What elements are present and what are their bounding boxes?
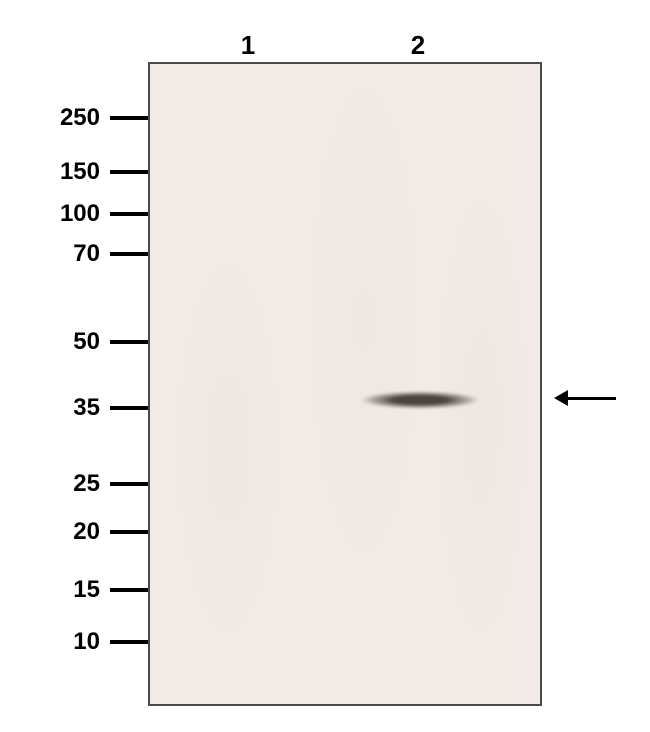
mw-tick [110,340,148,344]
protein-band [360,391,480,409]
mw-tick [110,212,148,216]
arrow-line [568,397,616,400]
mw-tick [110,640,148,644]
bands-container [150,64,540,704]
mw-label: 35 [73,394,100,422]
mw-tick [110,588,148,592]
mw-label: 25 [73,470,100,498]
mw-label: 15 [73,576,100,604]
mw-label: 250 [60,104,100,132]
mw-label: 100 [60,200,100,228]
mw-tick [110,252,148,256]
mw-label: 20 [73,518,100,546]
mw-tick [110,406,148,410]
band-indicator-arrow [554,390,616,406]
mw-label: 50 [73,328,100,356]
mw-label: 150 [60,158,100,186]
mw-tick [110,530,148,534]
mw-label: 10 [73,628,100,656]
mw-tick [110,116,148,120]
lane-label: 1 [241,30,255,61]
blot-membrane [148,62,542,706]
mw-label: 70 [73,240,100,268]
lane-label: 2 [411,30,425,61]
arrow-head-icon [554,390,568,406]
mw-tick [110,482,148,486]
mw-tick [110,170,148,174]
western-blot-figure: 1 2 250 150 100 70 50 35 25 20 15 10 [0,0,650,732]
